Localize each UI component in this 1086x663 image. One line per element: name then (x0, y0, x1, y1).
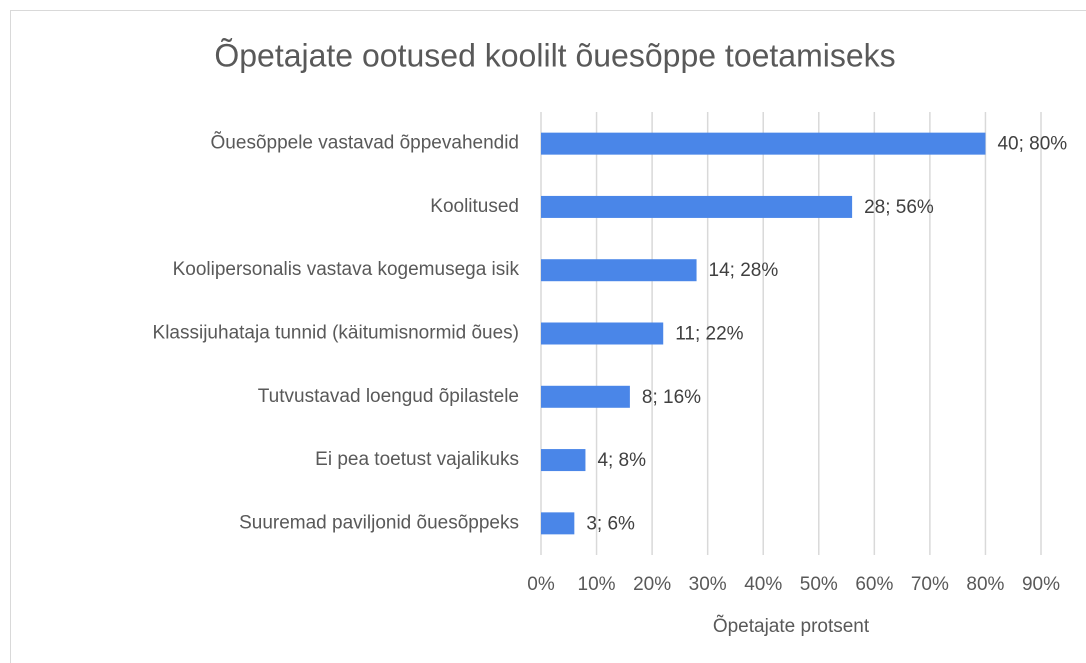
data-label: 11; 22% (675, 324, 743, 345)
y-tick-label: Ei pea toetust vajalikuks (315, 449, 519, 470)
chart-border (10, 10, 1086, 663)
bar (541, 449, 586, 472)
data-label: 4; 8% (597, 450, 646, 471)
x-tick-label: 0% (527, 574, 555, 595)
bar (541, 322, 664, 345)
y-tick-label: Tutvustavad loengud õpilastele (258, 386, 519, 407)
bar (541, 195, 853, 218)
data-label: 28; 56% (864, 197, 934, 218)
y-tick-label: Õuesõppele vastavad õppevahendid (211, 132, 519, 154)
x-tick-label: 10% (578, 574, 616, 595)
y-tick-label: Suuremad paviljonid õuesõppeks (239, 512, 519, 533)
x-tick-label: 50% (800, 574, 838, 595)
x-tick-label: 40% (744, 574, 782, 595)
x-tick-label: 70% (911, 574, 949, 595)
x-tick-label: 30% (689, 574, 727, 595)
x-tick-label: 80% (966, 574, 1004, 595)
x-axis-label: Õpetajate protsent (713, 615, 870, 637)
bar (541, 385, 630, 408)
chart-title: Õpetajate ootused koolilt õuesõppe toeta… (214, 37, 895, 73)
x-tick-label: 90% (1022, 574, 1060, 595)
y-tick-label: Koolitused (430, 196, 519, 217)
data-label: 3; 6% (586, 513, 635, 534)
data-label: 14; 28% (709, 260, 779, 281)
data-label: 40; 80% (997, 134, 1067, 155)
y-tick-label: Koolipersonalis vastava kogemusega isik (173, 259, 520, 280)
y-tick-label: Klassijuhataja tunnid (käitumisnormid õu… (153, 323, 519, 344)
bar (541, 512, 575, 535)
x-tick-label: 20% (633, 574, 671, 595)
data-label: 8; 16% (642, 387, 701, 408)
bar (541, 132, 986, 155)
bar (541, 259, 697, 282)
x-tick-label: 60% (855, 574, 893, 595)
